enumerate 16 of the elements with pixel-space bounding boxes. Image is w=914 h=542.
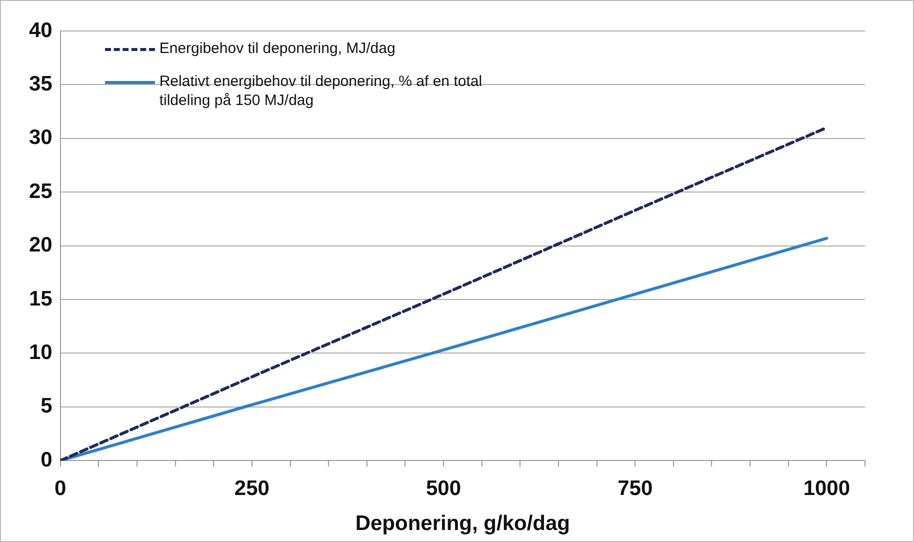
x-axis-title: Deponering, g/ko/dag (355, 512, 570, 536)
legend-label: Relativt energibehov til deponering, % af en total tildeling på 150 MJ/dag (159, 72, 484, 110)
legend-label: Energibehov til deponering, MJ/dag (159, 39, 396, 58)
y-tick-label: 5 (40, 394, 53, 418)
x-tick-label: 250 (234, 476, 270, 500)
x-tick-label: 750 (618, 476, 653, 500)
y-tick-label: 0 (40, 448, 52, 472)
y-tick-label: 15 (29, 287, 53, 310)
x-tick-label: 1000 (803, 476, 850, 500)
y-tick-label: 10 (29, 340, 52, 364)
y-tick-label: 25 (29, 180, 53, 203)
x-tick-label: 500 (426, 476, 462, 500)
y-tick-label: 20 (29, 234, 52, 257)
y-tick-label: 35 (29, 72, 53, 96)
y-tick-label: 40 (29, 18, 52, 42)
y-tick-label: 30 (29, 126, 52, 150)
